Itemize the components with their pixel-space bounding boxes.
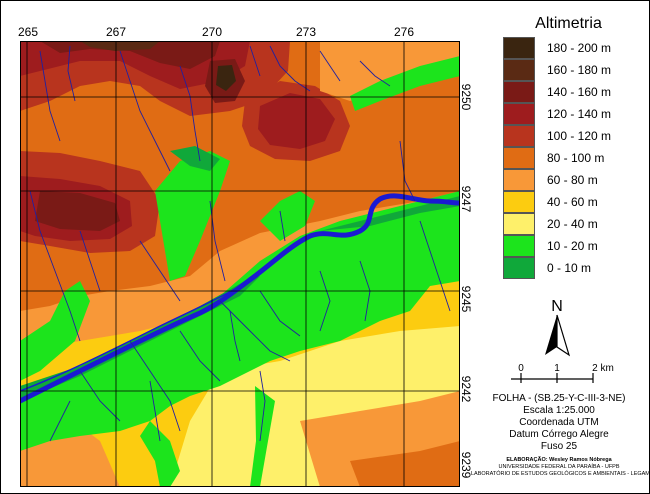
zone-10-20-valley xyxy=(260,191,315,241)
north-arrow-icon: N xyxy=(545,298,571,357)
zone-0-10 xyxy=(320,196,460,231)
zone-10-20-south xyxy=(250,386,275,487)
utm-grid xyxy=(20,41,460,487)
legend-label: 180 - 200 m xyxy=(547,41,612,55)
grid-label-northing: 9245 xyxy=(459,285,473,313)
sheet-datum: Datum Córrego Alegre xyxy=(509,429,609,440)
main-river xyxy=(20,193,460,404)
legend-swatch xyxy=(503,257,535,279)
grid-label-easting: 270 xyxy=(201,25,223,39)
zone-10-20-valley xyxy=(155,151,230,281)
credit-elaboracao: ELABORAÇÃO: Wesley Ramos Nóbrega xyxy=(506,457,612,463)
legend-label: 20 - 40 m xyxy=(547,217,598,231)
zone-80-100-se xyxy=(350,441,460,487)
zone-10-20-valley xyxy=(20,281,90,381)
legend-swatch xyxy=(503,213,535,235)
zone-140-160 xyxy=(40,41,220,69)
sheet-coordenada: Coordenada UTM xyxy=(519,417,599,428)
grid-label-easting: 265 xyxy=(17,25,39,39)
zone-10-20-south xyxy=(140,421,180,487)
map-border xyxy=(20,41,460,487)
grid-label-northing: 9250 xyxy=(459,83,473,111)
grid-label-northing: 9247 xyxy=(459,185,473,213)
legend-swatch xyxy=(503,59,535,81)
legend-label: 140 - 160 m xyxy=(547,85,612,99)
sheet-escala: Escala 1:25.000 xyxy=(523,405,595,416)
grid-label-easting: 267 xyxy=(105,25,127,39)
legend-label: 160 - 180 m xyxy=(547,63,612,77)
scale-label: 1 xyxy=(554,363,560,374)
sheet-folha: FOLHA - (SB.25-Y-C-III-3-NE) xyxy=(492,393,626,404)
legend-swatch xyxy=(503,103,535,125)
legend-swatch xyxy=(503,37,535,59)
legend-label: 0 - 10 m xyxy=(547,261,592,275)
zone-60-80-ne xyxy=(320,41,460,101)
legend-label: 80 - 100 m xyxy=(547,151,605,165)
grid-label-northing: 9242 xyxy=(459,375,473,403)
legend-swatch xyxy=(503,81,535,103)
legend-label: 60 - 80 m xyxy=(547,173,598,187)
altimetry-map xyxy=(20,41,460,487)
zone-0-10 xyxy=(170,146,220,171)
zone-160-180 xyxy=(80,41,160,51)
stream-network xyxy=(29,45,451,442)
legend-swatch xyxy=(503,125,535,147)
legend-label: 100 - 120 m xyxy=(547,129,612,143)
legend-swatch xyxy=(503,191,535,213)
north-label: N xyxy=(551,298,563,315)
legend-title: Altimetria xyxy=(535,15,602,32)
scale-label: 2 km xyxy=(592,363,614,374)
grid-label-easting: 273 xyxy=(295,25,317,39)
scale-label: 0 xyxy=(518,363,524,374)
river-channel xyxy=(20,288,236,392)
legend-label: 120 - 140 m xyxy=(547,107,612,121)
zone-140-160-west xyxy=(35,191,120,231)
zone-120-140-center xyxy=(258,93,335,149)
legend-swatch xyxy=(503,169,535,191)
credit-universidade: UNIVERSIDADE FEDERAL DA PARAÍBA - UFPB xyxy=(498,464,620,470)
legend-swatch xyxy=(503,235,535,257)
grid-label-easting: 276 xyxy=(393,25,415,39)
legend-label: 40 - 60 m xyxy=(547,195,598,209)
legend-label: 10 - 20 m xyxy=(547,239,598,253)
zone-180-200 xyxy=(216,65,236,91)
legend-swatch xyxy=(503,147,535,169)
sheet-fuso: Fuso 25 xyxy=(540,441,578,452)
scale-bar: 0 1 2 km xyxy=(511,363,614,383)
credit-laboratorio: LABORATÓRIO DE ESTUDOS GEOLÓGICOS E AMBI… xyxy=(471,471,650,477)
